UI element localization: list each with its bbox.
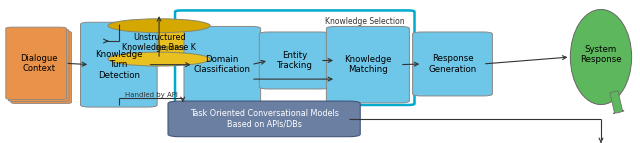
Text: Task Oriented Conversational Models
Based on APIs/DBs: Task Oriented Conversational Models Base… xyxy=(189,109,339,129)
Ellipse shape xyxy=(570,9,632,105)
Bar xyxy=(108,26,210,59)
Text: Dialogue
Context: Dialogue Context xyxy=(20,54,58,73)
FancyBboxPatch shape xyxy=(168,101,360,137)
FancyBboxPatch shape xyxy=(413,32,492,96)
FancyBboxPatch shape xyxy=(11,31,72,104)
FancyArrowPatch shape xyxy=(610,91,624,113)
Text: Knowledge
Matching: Knowledge Matching xyxy=(344,55,392,74)
FancyBboxPatch shape xyxy=(326,26,410,103)
FancyBboxPatch shape xyxy=(81,22,157,107)
Text: Knowledge
Turn
Detection: Knowledge Turn Detection xyxy=(95,50,143,80)
Text: Requires
Knowledge: Requires Knowledge xyxy=(152,45,189,58)
Text: System
Response: System Response xyxy=(580,44,622,64)
Ellipse shape xyxy=(108,19,210,33)
Text: Unstructured
Knowledge Base K: Unstructured Knowledge Base K xyxy=(122,33,196,52)
Text: Handled by API: Handled by API xyxy=(125,92,178,98)
Text: Domain
Classification: Domain Classification xyxy=(194,55,251,74)
Text: Response
Generation: Response Generation xyxy=(428,54,477,74)
FancyBboxPatch shape xyxy=(184,26,260,103)
FancyBboxPatch shape xyxy=(259,32,330,89)
Text: Entity
Tracking: Entity Tracking xyxy=(276,51,312,70)
Ellipse shape xyxy=(108,52,210,66)
Text: Knowledge Selection: Knowledge Selection xyxy=(325,17,405,26)
FancyBboxPatch shape xyxy=(8,29,69,102)
FancyBboxPatch shape xyxy=(6,27,67,99)
